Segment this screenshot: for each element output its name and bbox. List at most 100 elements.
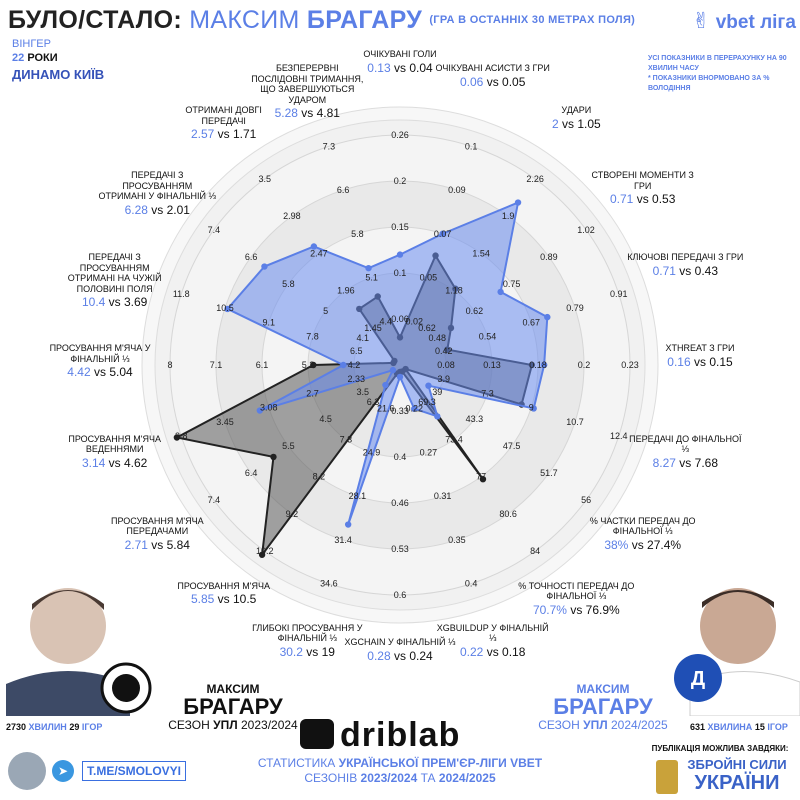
series-old-area-point xyxy=(173,434,181,441)
metric-value-old: 0.04 xyxy=(409,60,433,75)
minutes-word-old: ХВИЛИН xyxy=(28,722,67,732)
metric-value-old: 27.4% xyxy=(647,537,682,552)
metric-value-old: 0.24 xyxy=(409,648,433,663)
series-new-area-point xyxy=(396,251,404,258)
series-new-area-point xyxy=(396,373,404,381)
axis-tick-label: 11.8 xyxy=(173,289,190,299)
metric-value-old: 3.69 xyxy=(124,295,148,310)
axis-tick-label: 2.98 xyxy=(283,211,301,221)
axis-tick-label: 6.6 xyxy=(245,252,258,262)
metric-value-old: 5.84 xyxy=(166,537,190,552)
axis-tick-label: 7.3 xyxy=(323,141,336,151)
telegram-link-text[interactable]: T.ME/SMOLOVYI xyxy=(82,761,187,781)
metric-values: 8.27 vs 7.68 xyxy=(626,455,744,470)
metric-name: СТВОРЕНІ МОМЕНТИ З ГРИ xyxy=(591,170,694,191)
metric-value-new: 0.28 xyxy=(367,648,391,663)
axis-tick-label: 77 xyxy=(476,472,486,482)
metric-label: % ЧАСТКИ ПЕРЕДАЧ ДО ФІНАЛЬНОЇ ⅓ 38% vs 27… xyxy=(584,516,702,551)
axis-tick-label: 0.27 xyxy=(420,447,438,457)
axis-tick-label: 2.47 xyxy=(310,248,328,258)
axis-tick-label: 9.2 xyxy=(286,509,299,519)
axis-tick-label: 0.31 xyxy=(434,491,452,501)
metric-value-old: 10.5 xyxy=(232,592,257,607)
axis-tick-label: 2.7 xyxy=(306,388,319,398)
season-old: СЕЗОН УПЛ 2023/2024 xyxy=(158,718,308,732)
axis-tick-label: 0.53 xyxy=(391,544,409,554)
metric-values: 10.4 vs 3.69 xyxy=(56,295,174,310)
minutes-old: 2730 ХВИЛИН 29 ІГОР xyxy=(6,722,102,732)
axis-tick-label: 0.02 xyxy=(405,316,423,326)
axis-tick-label: 0.1 xyxy=(465,141,478,151)
axis-tick-label: 3.5 xyxy=(357,387,370,397)
axis-tick-label: 10.2 xyxy=(256,546,274,556)
axis-tick-label: 51.7 xyxy=(540,468,558,478)
metric-value-old: 7.68 xyxy=(694,455,718,470)
metric-vs: vs xyxy=(628,537,648,552)
metric-label: ПРОСУВАННЯ М'ЯЧА 5.85 vs 10.5 xyxy=(165,581,283,607)
axis-tick-label: 3.9 xyxy=(437,374,450,384)
axis-tick-label: 1.45 xyxy=(364,323,382,333)
svg-text:Д: Д xyxy=(691,668,705,690)
metric-value-new: 70.7% xyxy=(532,602,567,617)
metric-label: XTHREAT З ГРИ 0.16 vs 0.15 xyxy=(641,343,759,368)
axis-tick-label: 7.3 xyxy=(481,388,494,398)
footer-line-2-c: ТА xyxy=(420,771,436,785)
metric-label: ГЛИБОКІ ПРОСУВАННЯ У ФІНАЛЬНІЙ ⅓ 30.2 vs … xyxy=(248,623,366,658)
metric-vs: vs xyxy=(483,74,503,89)
note-line-1: УСІ ПОКАЗНИКИ В ПЕРЕРАХУНКУ НА 90 ХВИЛИН… xyxy=(648,55,787,72)
metric-name: ПРОСУВАННЯ М'ЯЧА ПЕРЕДАЧАМИ xyxy=(110,515,204,537)
metric-label: СТВОРЕНІ МОМЕНТИ З ГРИ 0.71 vs 0.53 xyxy=(584,170,702,205)
minutes-value-old: 2730 xyxy=(6,722,27,732)
metric-value-old: 19 xyxy=(321,644,335,659)
metric-vs: vs xyxy=(90,365,110,379)
telegram-link[interactable]: T.ME/SMOLOVYI xyxy=(82,761,187,781)
series-new-area-point xyxy=(425,382,432,389)
v-icon: ✌ xyxy=(692,8,711,33)
support-text: ПУБЛІКАЦІЯ МОЖЛИВА ЗАВДЯКИ: xyxy=(651,744,789,753)
series-new-area-point xyxy=(497,288,504,296)
axis-tick-label: 5.2 xyxy=(302,360,315,370)
last-name-new: БРАГАРУ xyxy=(553,694,653,719)
telegram-icon: ➤ xyxy=(52,760,74,782)
axis-tick-label: 28.1 xyxy=(349,491,367,501)
axis-tick-label: 9 xyxy=(529,403,534,413)
axis-tick-label: 5.1 xyxy=(365,273,378,283)
metric-label: ПЕРЕДАЧІ З ПРОСУВАННЯМ ОТРИМАНІ У ФІНАЛЬ… xyxy=(98,170,217,216)
metric-vs: vs xyxy=(675,263,695,278)
axis-tick-label: 1.54 xyxy=(472,248,490,258)
age-unit: РОКИ xyxy=(27,52,58,64)
metric-values: 30.2 vs 19 xyxy=(248,644,366,659)
axis-tick-label: 0.75 xyxy=(503,279,521,289)
metric-values: 0.71 vs 0.43 xyxy=(626,263,744,278)
series-new-area-point xyxy=(411,405,418,412)
metric-value-old: 0.53 xyxy=(652,192,676,207)
axis-tick-label: 0.1 xyxy=(394,268,407,278)
player-photo-new: Д xyxy=(674,588,800,716)
axis-tick-label: 3.45 xyxy=(216,417,234,427)
footer-line-2-b: 2023/2024 xyxy=(360,771,418,785)
series-old-area-point xyxy=(270,453,277,461)
series-new-area-point xyxy=(434,413,441,420)
axis-tick-label: 0.2 xyxy=(394,176,407,186)
minutes-value-new: 631 xyxy=(690,722,706,732)
axis-tick-label: 4.4 xyxy=(380,316,393,326)
series-old-area-point xyxy=(310,361,317,369)
axis-tick-label: 0.46 xyxy=(391,498,409,508)
metric-value-old: 76.9% xyxy=(585,602,620,617)
metric-vs: vs xyxy=(214,592,233,607)
axis-tick-label: 5 xyxy=(323,306,328,316)
axis-tick-label: 31.4 xyxy=(334,535,352,545)
series-old-area-point xyxy=(258,551,266,558)
axis-tick-label: 1.18 xyxy=(445,286,463,296)
metric-label: БЕЗПЕРЕРВНІ ПОСЛІДОВНІ ТРИМАННЯ, ЩО ЗАВЕ… xyxy=(248,63,366,119)
player-photo-old xyxy=(6,588,152,716)
metric-values: 5.28 vs 4.81 xyxy=(248,107,366,119)
metric-vs: vs xyxy=(483,644,503,659)
series-new-area-point xyxy=(382,381,389,389)
season-league-old: УПЛ xyxy=(213,718,238,732)
player-name-old: МАКСИМ БРАГАРУ СЕЗОН УПЛ 2023/2024 xyxy=(158,682,308,732)
metric-value-new: 0.06 xyxy=(460,74,484,89)
axis-tick-label: 73.4 xyxy=(445,434,463,444)
metric-values: 6.28 vs 2.01 xyxy=(98,204,216,216)
metric-name: XGBUILDUP У ФІНАЛЬНІЙ ⅓ xyxy=(436,622,549,644)
